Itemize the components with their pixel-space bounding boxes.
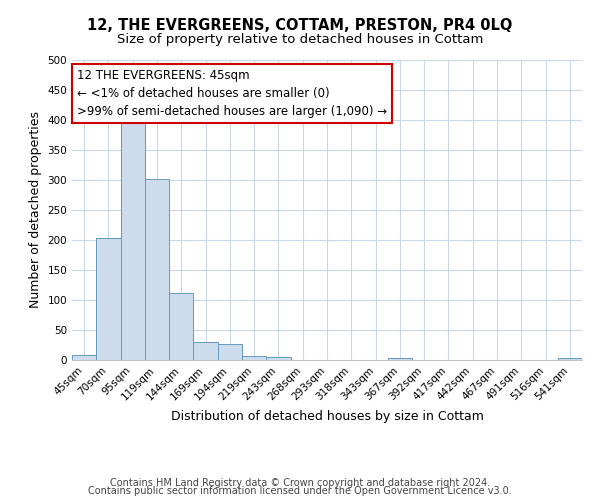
Text: Contains public sector information licensed under the Open Government Licence v3: Contains public sector information licen… — [88, 486, 512, 496]
Bar — [121, 118, 145, 360]
Bar — [218, 344, 242, 360]
Y-axis label: Number of detached properties: Number of detached properties — [29, 112, 42, 308]
Bar — [388, 358, 412, 360]
Bar — [242, 356, 266, 360]
Bar — [266, 357, 290, 360]
Bar — [72, 355, 96, 360]
Text: Size of property relative to detached houses in Cottam: Size of property relative to detached ho… — [117, 32, 483, 46]
Bar — [96, 238, 121, 360]
X-axis label: Distribution of detached houses by size in Cottam: Distribution of detached houses by size … — [170, 410, 484, 423]
Bar — [145, 179, 169, 360]
Bar — [169, 293, 193, 360]
Text: 12 THE EVERGREENS: 45sqm
← <1% of detached houses are smaller (0)
>99% of semi-d: 12 THE EVERGREENS: 45sqm ← <1% of detach… — [77, 69, 387, 118]
Text: Contains HM Land Registry data © Crown copyright and database right 2024.: Contains HM Land Registry data © Crown c… — [110, 478, 490, 488]
Bar — [193, 342, 218, 360]
Bar — [558, 358, 582, 360]
Text: 12, THE EVERGREENS, COTTAM, PRESTON, PR4 0LQ: 12, THE EVERGREENS, COTTAM, PRESTON, PR4… — [88, 18, 512, 32]
